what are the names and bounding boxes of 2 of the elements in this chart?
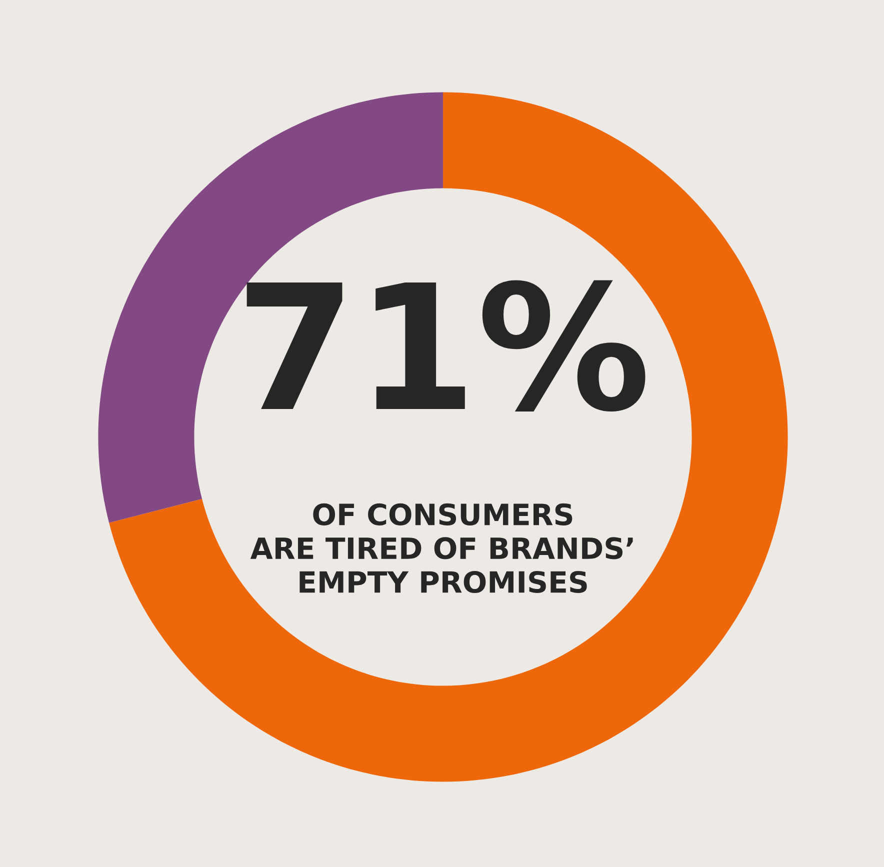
text: OF CONSUMERS ARE TIRED OF BRANDS’ EMPTY PROMISES (250, 503, 633, 594)
text: 71% (246, 280, 646, 412)
